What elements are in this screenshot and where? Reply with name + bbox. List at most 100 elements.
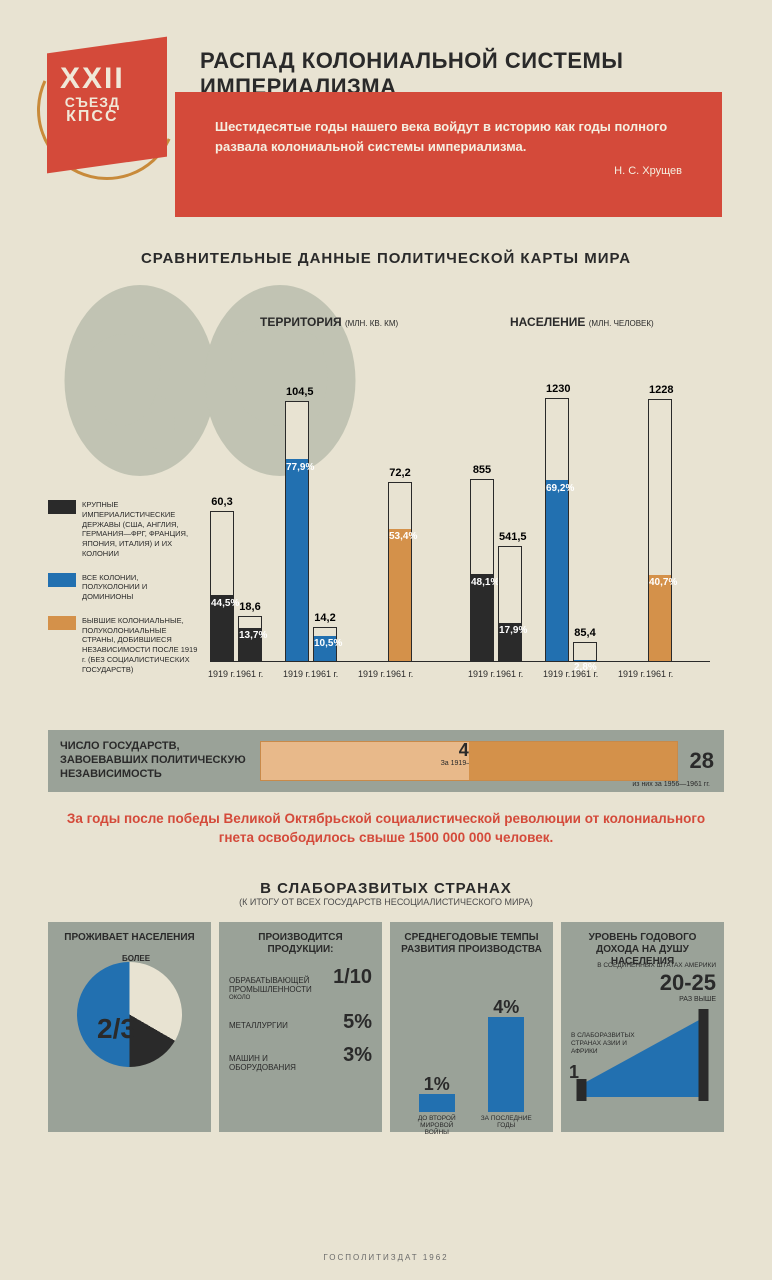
sub2-sub: (К ИТОГУ ОТ ВСЕХ ГОСУДАРСТВ НЕСОЦИАЛИСТИ…: [0, 897, 772, 907]
bar-total-label: 541,5: [499, 531, 521, 543]
panel-population-pie: ПРОЖИВАЕТ НАСЕЛЕНИЯ БОЛЕЕ 2/3: [48, 922, 211, 1132]
poster-page: XXII СЪЕЗД КПСС РАСПАД КОЛОНИАЛЬНОЙ СИСТ…: [0, 0, 772, 1280]
footer-publisher: ГОСПОЛИТИЗДАТ 1962: [0, 1253, 772, 1262]
bar-1961: 85,4 2,8%: [573, 642, 597, 662]
territory-unit: (МЛН. КВ. КМ): [345, 319, 398, 328]
bar-fill: 44,5%: [211, 595, 233, 661]
bar-pct-label: 53,4%: [389, 531, 411, 542]
population-title: НАСЕЛЕНИЕ: [510, 315, 585, 329]
pie-chart: БОЛЕЕ 2/3: [77, 962, 182, 1067]
bar-1919: 855 48,1%: [470, 479, 494, 662]
year-label: 1961 г.: [236, 669, 263, 679]
growth-bar: 1% ДО ВТОРОЙ МИРОВОЙ ВОЙНЫ: [419, 1094, 455, 1112]
independence-label: ЧИСЛО ГОСУДАРСТВ, ЗАВОЕВАВШИХ ПОЛИТИЧЕСК…: [48, 740, 248, 781]
legend: КРУПНЫЕ ИМПЕРИАЛИСТИЧЕСКИЕ ДЕРЖАВЫ (США,…: [48, 500, 198, 688]
independence-recent-segment: [469, 742, 677, 780]
bar-1961: 14,2 10,5%: [313, 627, 337, 663]
chart-title-territory: ТЕРРИТОРИЯ (МЛН. КВ. КМ): [260, 315, 398, 329]
bar-fill: 2,8%: [574, 660, 596, 661]
year-label: 1919 г.: [468, 669, 495, 679]
year-label: 1919 г.: [543, 669, 570, 679]
bar-pct-label: 10,5%: [314, 638, 336, 649]
subtitle-underdeveloped: В СЛАБОРАЗВИТЫХ СТРАНАХ (К ИТОГУ ОТ ВСЕХ…: [0, 880, 772, 907]
bar-1919: 104,5 77,9%: [285, 401, 309, 662]
bar-pct-label: 44,5%: [211, 598, 233, 609]
panel-income: УРОВЕНЬ ГОДОВОГО ДОХОДА НА ДУШУ НАСЕЛЕНИ…: [561, 922, 724, 1132]
bar-pct-label: 17,9%: [499, 625, 521, 636]
production-row: МАШИН И ОБОРУДОВАНИЯ 3%: [229, 1044, 372, 1073]
year-label: 1961 г.: [571, 669, 598, 679]
production-row: ОБРАБАТЫВАЮЩЕЙ ПРОМЫШЛЕННОСТИОКОЛО 1/10: [229, 966, 372, 1001]
bar-fill: 77,9%: [286, 459, 308, 661]
growth-value: 1%: [419, 1074, 455, 1095]
quote-attribution: Н. С. Хрущев: [215, 165, 682, 177]
growth-caption: ДО ВТОРОЙ МИРОВОЙ ВОЙНЫ: [411, 1115, 463, 1136]
income-slope-icon: [569, 1007, 716, 1107]
quote-text: Шестидесятые годы нашего века войдут в и…: [215, 117, 682, 157]
legend-text: КРУПНЫЕ ИМПЕРИАЛИСТИЧЕСКИЕ ДЕРЖАВЫ (США,…: [82, 500, 198, 559]
legend-swatch: [48, 573, 76, 587]
prod-value: 3%: [343, 1044, 372, 1067]
prod-key: МЕТАЛЛУРГИИ: [229, 1022, 288, 1031]
bar-1961: 18,6 13,7%: [238, 616, 262, 663]
growth-caption: ЗА ПОСЛЕДНИЕ ГОДЫ: [480, 1115, 532, 1129]
income-chart: В СОЕДИНЕННЫХ ШТАТАХ АМЕРИКИ 20-25 РАЗ В…: [569, 962, 716, 1120]
income-bottom-label: В СЛАБОРАЗВИТЫХ СТРАНАХ АЗИИ И АФРИКИ: [571, 1032, 641, 1055]
bar-chart-area: ТЕРРИТОРИЯ (МЛН. КВ. КМ) НАСЕЛЕНИЕ (МЛН.…: [210, 315, 710, 685]
pie-small-label: БОЛЕЕ: [122, 954, 150, 963]
bar-total-label: 1228: [649, 384, 671, 396]
income-base: 1: [569, 1062, 579, 1083]
year-label: 1961 г.: [496, 669, 523, 679]
bar-1961: 72,2 53,4%: [388, 482, 412, 663]
bar-fill: 13,7%: [239, 628, 261, 661]
bar-total-label: 1230: [546, 383, 568, 395]
quote-box: Шестидесятые годы нашего века войдут в и…: [175, 92, 722, 217]
bar-fill: 40,7%: [649, 575, 671, 661]
population-unit: (МЛН. ЧЕЛОВЕК): [589, 319, 654, 328]
bar-total-label: 60,3: [211, 496, 233, 508]
bar-1961: 541,5 17,9%: [498, 546, 522, 662]
panels-row: ПРОЖИВАЕТ НАСЕЛЕНИЯ БОЛЕЕ 2/3 ПРОИЗВОДИТ…: [48, 922, 724, 1132]
independence-recent-sub: из них за 1956—1961 гг.: [632, 781, 710, 788]
legend-text: БЫВШИЕ КОЛОНИАЛЬНЫЕ, ПОЛУКОЛОНИАЛЬНЫЕ СТ…: [82, 616, 198, 675]
emblem-line3: КПСС: [60, 109, 125, 126]
income-top-label: В СОЕДИНЕННЫХ ШТАТАХ АМЕРИКИ: [569, 962, 716, 970]
year-label: 1919 г.: [358, 669, 385, 679]
income-big: 20-25 РАЗ ВЫШЕ: [569, 970, 716, 1003]
legend-row: БЫВШИЕ КОЛОНИАЛЬНЫЕ, ПОЛУКОЛОНИАЛЬНЫЕ СТ…: [48, 616, 198, 675]
prod-value: 1/10: [333, 966, 372, 989]
legend-row: ВСЕ КОЛОНИИ, ПОЛУКОЛОНИИ И ДОМИНИОНЫ: [48, 573, 198, 602]
sub2-heading: В СЛАБОРАЗВИТЫХ СТРАНАХ: [0, 880, 772, 897]
independence-bar: ЧИСЛО ГОСУДАРСТВ, ЗАВОЕВАВШИХ ПОЛИТИЧЕСК…: [48, 730, 724, 792]
emblem-line2: СЪЕЗД: [60, 95, 125, 110]
bar-pct-label: 40,7%: [649, 577, 671, 588]
panel-growth: СРЕДНЕГОДОВЫЕ ТЕМПЫ РАЗВИТИЯ ПРОИЗВОДСТВ…: [390, 922, 553, 1132]
bar-fill: 10,5%: [314, 636, 336, 661]
legend-swatch: [48, 616, 76, 630]
prod-value: 5%: [343, 1011, 372, 1034]
year-label: 1961 г.: [646, 669, 673, 679]
emblem-text: XXII СЪЕЗД КПСС: [60, 63, 125, 126]
independence-bar-track: 42 За 1919—1961 гг.: [260, 741, 678, 781]
bar-fill: 17,9%: [499, 623, 521, 661]
growth-value: 4%: [488, 997, 524, 1018]
pie-title: ПРОЖИВАЕТ НАСЕЛЕНИЯ: [56, 932, 203, 944]
bar-total-label: 855: [471, 464, 493, 476]
bar-1919: 60,3 44,5%: [210, 511, 234, 662]
bar-pct-label: 69,2%: [546, 483, 568, 494]
bar-1961: 1228 40,7%: [648, 399, 672, 662]
growth-bar: 4% ЗА ПОСЛЕДНИЕ ГОДЫ: [488, 1017, 524, 1112]
emblem-line1: XXII: [60, 63, 125, 95]
bar-pct-label: 48,1%: [471, 577, 493, 588]
growth-bars: 1% ДО ВТОРОЙ МИРОВОЙ ВОЙНЫ 4% ЗА ПОСЛЕДНИ…: [402, 992, 541, 1112]
pie-main-label: 2/3: [97, 1013, 136, 1045]
independence-recent: 28: [690, 748, 724, 774]
legend-swatch: [48, 500, 76, 514]
year-label: 1919 г.: [283, 669, 310, 679]
income-big-sub: РАЗ ВЫШЕ: [569, 996, 716, 1003]
growth-title: СРЕДНЕГОДОВЫЕ ТЕМПЫ РАЗВИТИЯ ПРОИЗВОДСТВ…: [398, 932, 545, 956]
chart-title-population: НАСЕЛЕНИЕ (МЛН. ЧЕЛОВЕК): [510, 315, 654, 329]
territory-title: ТЕРРИТОРИЯ: [260, 315, 342, 329]
bar-total-label: 18,6: [239, 601, 261, 613]
prod-title: ПРОИЗВОДИТСЯ ПРОДУКЦИИ:: [227, 932, 374, 956]
